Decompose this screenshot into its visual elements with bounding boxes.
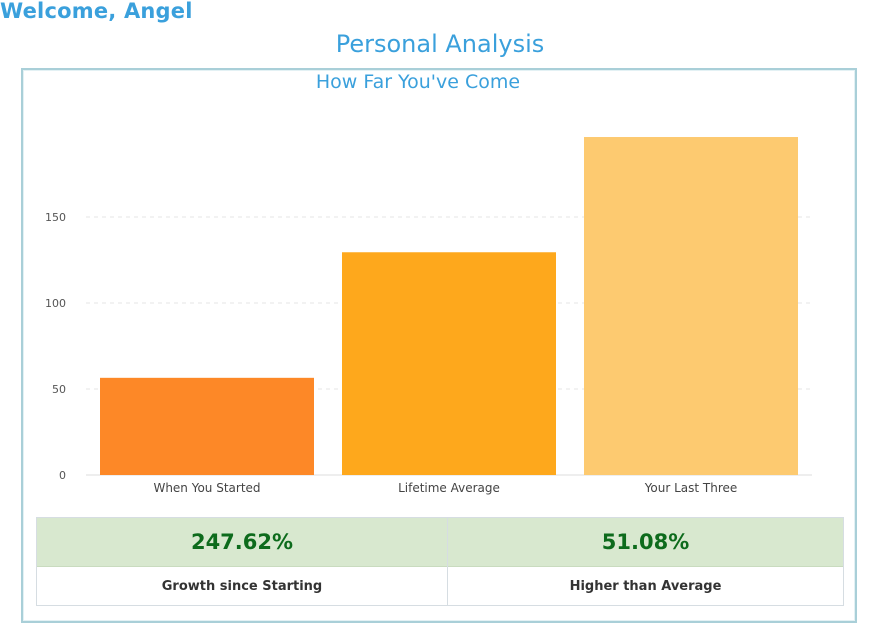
x-tick-label: When You Started [153,481,260,495]
higher-value: 51.08% [448,518,843,567]
x-tick-label: Your Last Three [644,481,738,495]
y-tick-label: 150 [45,211,66,224]
stat-growth: 247.62% Growth since Starting [37,518,447,605]
y-tick-label: 50 [52,383,66,396]
page-title: Personal Analysis [335,30,545,58]
stat-higher: 51.08% Higher than Average [447,518,843,605]
welcome-message: Welcome, Angel [0,0,193,23]
bar-chart: 0 50 100 150 When You Started Lifetime Averag… [45,137,812,495]
higher-label: Higher than Average [569,578,722,594]
y-tick-label: 0 [59,469,66,482]
bar [342,252,556,475]
analysis-panel [21,68,857,623]
y-tick-label: 100 [45,297,66,310]
growth-value: 247.62% [37,518,447,567]
bar [584,137,798,475]
chart-title: How Far You've Come [315,71,521,93]
stats-table: 247.62% Growth since Starting 51.08% Hig… [36,517,844,606]
bar [100,377,314,475]
x-tick-label: Lifetime Average [398,481,500,495]
growth-label: Growth since Starting [161,578,323,594]
